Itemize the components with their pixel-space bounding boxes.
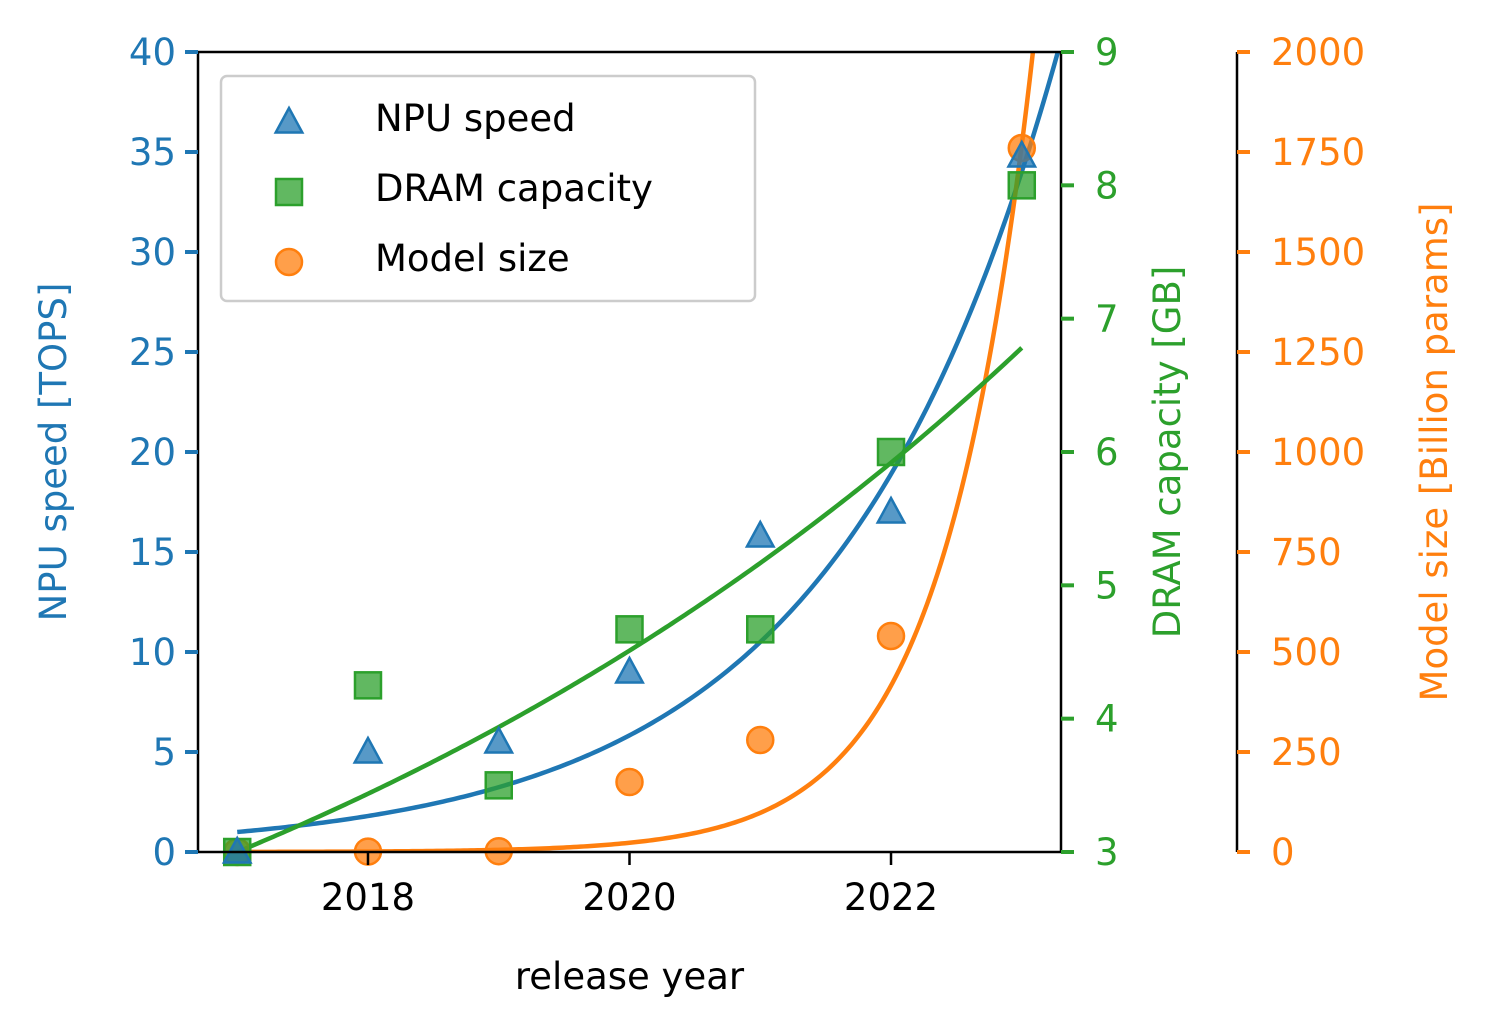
npu-y-tick-label: 35	[129, 131, 176, 174]
npu-point	[744, 519, 776, 548]
dram-y-tick-label: 6	[1095, 431, 1119, 474]
dram-y-tick-label: 9	[1095, 31, 1119, 74]
model-y-tick-label: 1500	[1271, 231, 1365, 274]
model-y-tick-label: 250	[1271, 731, 1342, 774]
model-y-tick-label: 1750	[1271, 131, 1365, 174]
dram-point	[484, 771, 513, 800]
npu-legend-label: NPU speed	[375, 97, 576, 140]
dram-legend-marker	[274, 177, 304, 207]
model-y-tick-label: 750	[1271, 531, 1342, 574]
dram-y-tick-label: 8	[1095, 164, 1119, 207]
npu-legend-marker	[273, 105, 305, 134]
npu-y-tick-label: 10	[129, 631, 176, 674]
npu-point	[875, 495, 907, 524]
dram-y-tick-label: 4	[1095, 698, 1119, 741]
dram-y-tick-label: 3	[1095, 831, 1119, 874]
model-point	[746, 725, 775, 755]
npu-point	[221, 835, 253, 864]
dram-y-tick-label: 7	[1095, 298, 1119, 341]
model-point	[876, 621, 906, 651]
npu-y-tick-label: 5	[152, 731, 176, 774]
model-y-tick-label: 2000	[1271, 31, 1365, 74]
dram-y-tick-label: 5	[1095, 564, 1119, 607]
x-tick-label: 2022	[844, 876, 938, 919]
dram-point	[353, 671, 383, 700]
x-axis-label: release year	[515, 955, 745, 998]
dram-y-axis-label: DRAM capacity [GB]	[1146, 266, 1189, 639]
dram-point	[1007, 171, 1037, 200]
npu-y-tick-label: 30	[129, 231, 176, 274]
model-y-tick-label: 0	[1271, 831, 1295, 874]
npu-y-axis-label: NPU speed [TOPS]	[32, 283, 75, 622]
dram-point	[615, 615, 644, 644]
model-point	[615, 767, 644, 797]
npu-point	[614, 655, 645, 684]
x-tick-label: 2020	[582, 876, 676, 919]
model-y-tick-label: 1250	[1271, 331, 1365, 374]
npu-point	[1006, 139, 1038, 168]
npu-y-tick-label: 20	[129, 431, 176, 474]
dram-point	[746, 615, 775, 644]
model-legend-marker	[274, 247, 304, 277]
npu-point	[352, 735, 384, 764]
npu-y-tick-label: 25	[129, 331, 176, 374]
npu-fit-line	[237, 52, 1061, 835]
model-y-tick-label: 1000	[1271, 431, 1365, 474]
legend-box	[219, 74, 757, 303]
npu-y-tick-label: 40	[129, 31, 176, 74]
npu-y-tick-label: 0	[152, 831, 176, 874]
dram-legend-label: DRAM capacity	[375, 167, 653, 210]
dram-point	[876, 437, 906, 467]
legend: NPU speed DRAM capacity Model size	[219, 74, 757, 303]
npu-y-tick-label: 15	[129, 531, 176, 574]
model-y-axis-label: Model size [Billion params]	[1413, 203, 1456, 702]
model-y-tick-label: 500	[1271, 631, 1342, 674]
model-legend-label: Model size	[375, 237, 570, 280]
npu-point	[483, 725, 515, 754]
x-tick-label: 2018	[321, 876, 415, 919]
